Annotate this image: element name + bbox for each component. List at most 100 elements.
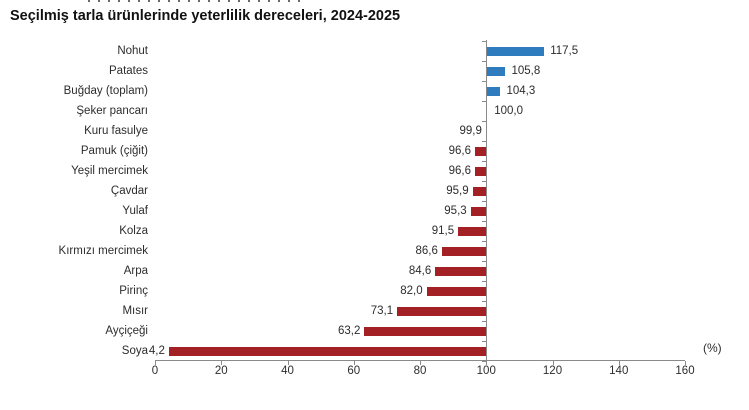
bar-below-baseline bbox=[426, 286, 487, 296]
x-axis-tick-label: 80 bbox=[413, 365, 427, 377]
bar-above-baseline bbox=[487, 86, 501, 96]
category-label: Pirinç bbox=[119, 285, 148, 297]
bar-value-label: 96,6 bbox=[448, 165, 471, 177]
bar-value-label: 86,6 bbox=[415, 245, 438, 257]
category-label: Kuru fasulye bbox=[84, 125, 148, 137]
category-label: Kırmızı mercimek bbox=[58, 245, 148, 257]
x-axis-tick-label: 100 bbox=[476, 365, 496, 377]
bar-below-baseline bbox=[474, 146, 487, 156]
bar-value-label: 104,3 bbox=[506, 85, 536, 97]
chart-row: Mısır 73,1 bbox=[0, 301, 749, 321]
x-axis-tick bbox=[552, 361, 554, 365]
bar-below-baseline bbox=[364, 326, 487, 336]
chart-row: Yulaf 95,3 bbox=[0, 201, 749, 221]
x-axis-unit-label: (%) bbox=[703, 341, 722, 355]
category-label: Arpa bbox=[123, 265, 148, 277]
chart-row: Buğday (toplam) 104,3 bbox=[0, 81, 749, 101]
category-label: Soya bbox=[121, 345, 148, 357]
x-axis-tick-label: 40 bbox=[281, 365, 294, 377]
bar-below-baseline bbox=[397, 306, 487, 316]
bar-above-baseline bbox=[487, 46, 545, 56]
chart-row: Pirinç 82,0 bbox=[0, 281, 749, 301]
x-axis-tick bbox=[420, 361, 421, 365]
category-tick bbox=[482, 321, 487, 322]
bar-value-label: 100,0 bbox=[494, 105, 524, 117]
category-label: Şeker pancarı bbox=[76, 105, 148, 117]
bar-below-baseline bbox=[472, 186, 487, 196]
chart-row: Arpa 84,6 bbox=[0, 261, 749, 281]
category-tick bbox=[482, 261, 487, 262]
category-tick bbox=[482, 161, 487, 162]
bar-below-baseline bbox=[441, 246, 487, 256]
bar-below-baseline bbox=[458, 226, 487, 236]
bar-value-label: 84,6 bbox=[408, 265, 432, 277]
category-label: Mısır bbox=[122, 305, 148, 317]
category-label: Yeşil mercimek bbox=[71, 165, 148, 177]
category-label: Yulaf bbox=[122, 205, 148, 217]
bar-value-label: 91,5 bbox=[431, 225, 455, 237]
bar-value-label: 117,5 bbox=[550, 45, 579, 57]
category-label: Pamuk (çiğit) bbox=[80, 145, 148, 157]
category-tick bbox=[482, 361, 487, 362]
category-tick bbox=[482, 241, 487, 242]
bar-value-label: 95,9 bbox=[446, 185, 469, 197]
category-label: Buğday (toplam) bbox=[63, 85, 148, 97]
category-label: Çavdar bbox=[110, 185, 148, 197]
category-tick bbox=[482, 61, 487, 62]
x-axis-tick-label: 120 bbox=[542, 365, 563, 377]
category-tick bbox=[482, 41, 487, 42]
baseline-line bbox=[486, 40, 488, 360]
bar-value-label: 63,2 bbox=[337, 325, 361, 337]
chart-title: Seçilmiş tarla ürünlerinde yeterlilik de… bbox=[10, 8, 401, 24]
x-axis-tick bbox=[353, 361, 355, 365]
category-tick bbox=[482, 221, 487, 222]
bar-value-label: 95,3 bbox=[444, 205, 467, 217]
bar-value-label: 82,0 bbox=[400, 285, 423, 297]
x-axis-tick-label: 0 bbox=[151, 365, 159, 377]
category-label: Ayçiçeği bbox=[105, 325, 148, 337]
bar-below-baseline bbox=[474, 166, 487, 176]
bar-below-baseline bbox=[470, 206, 487, 216]
x-axis-tick-label: 20 bbox=[214, 365, 228, 377]
bar-value-label: 73,1 bbox=[370, 305, 394, 317]
bar-value-label: 99,9 bbox=[459, 125, 482, 137]
x-axis-tick bbox=[287, 361, 289, 365]
cropped-text-artifact bbox=[88, 0, 303, 2]
category-tick bbox=[482, 101, 487, 102]
bar-value-label: 4,2 bbox=[148, 345, 165, 357]
category-label: Nohut bbox=[117, 45, 148, 57]
x-axis-tick-label: 60 bbox=[347, 365, 361, 377]
x-axis-tick-label: 140 bbox=[609, 365, 629, 377]
chart-row: Yeşil mercimek 96,6 bbox=[0, 161, 749, 181]
chart-row: Kolza 91,5 bbox=[0, 221, 749, 241]
bar-below-baseline bbox=[168, 346, 487, 356]
x-axis-tick-label: 160 bbox=[675, 365, 695, 377]
x-axis-tick bbox=[221, 361, 223, 365]
category-label: Patates bbox=[109, 65, 148, 77]
x-axis-tick bbox=[486, 361, 488, 365]
category-tick bbox=[482, 341, 487, 342]
category-tick bbox=[482, 201, 487, 202]
chart-row: Şeker pancarı 100,0 bbox=[0, 101, 749, 121]
bar-value-label: 105,8 bbox=[511, 65, 541, 77]
bar-value-label: 96,6 bbox=[448, 145, 471, 157]
x-axis-tick bbox=[685, 361, 686, 365]
x-axis-tick bbox=[618, 361, 620, 365]
x-axis-tick bbox=[155, 361, 156, 365]
category-tick bbox=[482, 121, 487, 122]
x-axis-line bbox=[155, 360, 685, 361]
chart-row: Pamuk (çiğit) 96,6 bbox=[0, 141, 749, 161]
bar-below-baseline bbox=[435, 266, 487, 276]
category-tick bbox=[482, 301, 487, 302]
chart-row: Çavdar 95,9 bbox=[0, 181, 749, 201]
chart-row: Patates 105,8 bbox=[0, 61, 749, 81]
chart-row: Kuru fasulye 99,9 bbox=[0, 121, 749, 141]
chart-row: Ayçiçeği 63,2 bbox=[0, 321, 749, 341]
category-tick bbox=[482, 281, 487, 282]
bar-above-baseline bbox=[487, 66, 506, 76]
category-tick bbox=[482, 81, 487, 82]
chart-row: Nohut 117,5 bbox=[0, 41, 749, 61]
category-label: Kolza bbox=[119, 225, 148, 237]
